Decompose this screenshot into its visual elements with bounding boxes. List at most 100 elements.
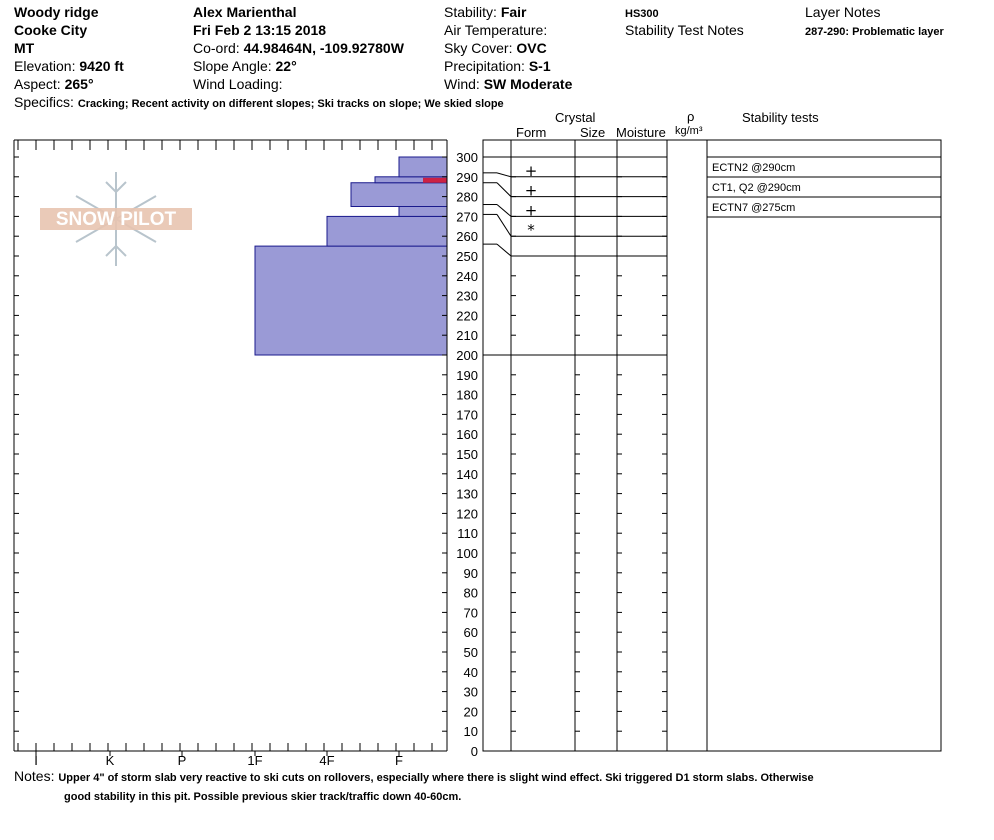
height-tick-label: 70: [464, 605, 478, 620]
sky-value: OVC: [516, 40, 547, 56]
pit-location: Woody ridge: [14, 4, 99, 20]
layer-notes-label: Layer Notes: [805, 4, 881, 20]
problematic-layer-marker: [423, 177, 447, 183]
hardness-layer-bar: [326, 215, 448, 247]
height-tick-label: 150: [456, 447, 478, 462]
height-tick-label: 10: [464, 724, 478, 739]
wind-value: SW Moderate: [483, 76, 573, 92]
layer-connector-diagonal: [496, 243, 512, 257]
crystal-header: Crystal: [555, 110, 596, 125]
specifics-label: Specifics:: [14, 94, 74, 110]
stability-tests-header: Stability tests: [742, 110, 819, 125]
elevation-label: Elevation:: [14, 58, 76, 74]
slope-value: 22°: [275, 58, 297, 74]
elevation-row: Elevation: 9420 ft: [14, 58, 124, 74]
height-tick-label: 100: [456, 546, 478, 561]
height-tick-label: 0: [471, 744, 478, 759]
stability-test-entry: ECTN7 @275cm: [712, 202, 795, 214]
stability-row: Stability: Fair: [444, 4, 527, 20]
notes-label: Notes:: [14, 768, 55, 784]
moisture-header: Moisture: [616, 125, 666, 140]
height-tick-label: 220: [456, 308, 478, 323]
specifics-value: Cracking; Recent activity on different s…: [77, 98, 504, 110]
density-unit-header: kg/m³: [675, 125, 703, 137]
height-tick-label: 280: [456, 190, 478, 205]
layer-table-frame: [482, 139, 942, 752]
layer-note: 287-290: Problematic layer: [805, 26, 944, 38]
aspect-row: Aspect: 265°: [14, 76, 94, 92]
specifics-row: Specifics: Cracking; Recent activity on …: [14, 94, 504, 112]
height-tick-label: 230: [456, 289, 478, 304]
hardness-tick-label: 4F: [319, 753, 334, 768]
precip-row: Precipitation: S-1: [444, 58, 551, 74]
notes-line-2: good stability in this pit. Possible pre…: [64, 791, 462, 803]
precip-label: Precipitation:: [444, 58, 525, 74]
aspect-label: Aspect:: [14, 76, 61, 92]
height-tick-label: 140: [456, 467, 478, 482]
height-tick-label: 160: [456, 427, 478, 442]
hardness-layer-bar: [254, 245, 448, 356]
layer-connector-diagonal: [496, 172, 512, 178]
height-tick-label: 120: [456, 506, 478, 521]
stability-label: Stability:: [444, 4, 497, 20]
coord-label: Co-ord:: [193, 40, 240, 56]
snowpilot-logo: SNOW PILOT: [40, 172, 192, 266]
height-tick-label: 130: [456, 487, 478, 502]
observation-datetime: Fri Feb 2 13:15 2018: [193, 22, 327, 38]
observer-name: Alex Marienthal: [193, 4, 297, 20]
slope-label: Slope Angle:: [193, 58, 272, 74]
hardness-tick-label: 1F: [247, 753, 262, 768]
height-tick-label: 180: [456, 388, 478, 403]
air-temperature-label: Air Temperature:: [444, 22, 548, 38]
logo-band: [40, 208, 192, 230]
hardness-tick-label: F: [395, 753, 403, 768]
height-tick-label: 60: [464, 625, 478, 640]
coord-value: 44.98464N, -109.92780W: [243, 40, 404, 56]
sky-label: Sky Cover:: [444, 40, 513, 56]
elevation-value: 9420 ft: [79, 58, 124, 74]
height-tick-label: 80: [464, 586, 478, 601]
wind-row: Wind: SW Moderate: [444, 76, 572, 92]
height-tick-label: 270: [456, 209, 478, 224]
pit-state: MT: [14, 40, 35, 56]
hardness-layer-bar: [398, 206, 448, 217]
grain-form-symbol: +: [525, 201, 538, 219]
height-tick-label: 250: [456, 249, 478, 264]
height-tick-label: 30: [464, 685, 478, 700]
height-tick-label: 170: [456, 407, 478, 422]
wind-label: Wind:: [444, 76, 480, 92]
height-tick-label: 110: [457, 526, 478, 541]
grain-form-symbol: +: [525, 162, 538, 180]
stability-test-entry: ECTN2 @290cm: [712, 162, 795, 174]
height-tick-label: 200: [456, 348, 478, 363]
hardness-tick-label: I: [34, 753, 38, 768]
height-tick-label: 50: [464, 645, 478, 660]
height-tick-label: 290: [456, 170, 478, 185]
height-tick-label: 40: [464, 665, 478, 680]
form-header: Form: [516, 125, 547, 140]
stability-test-entry: CT1, Q2 @290cm: [712, 182, 801, 194]
height-tick-label: 190: [456, 368, 478, 383]
hardness-tick-label: P: [178, 753, 187, 768]
hardness-layer-bar: [398, 156, 448, 178]
grain-form-symbol: *: [527, 221, 535, 239]
height-tick-label: 240: [456, 269, 478, 284]
hardness-layer-bar: [350, 182, 448, 208]
hs-value: HS300: [625, 8, 659, 20]
layer-connector-diagonal: [496, 182, 512, 197]
aspect-value: 265°: [64, 76, 94, 92]
notes-line-1: Upper 4" of storm slab very reactive to …: [58, 772, 814, 784]
grain-form-symbol: +: [525, 182, 538, 200]
layer-connector-diagonal: [496, 204, 512, 217]
rho-symbol: ρ: [687, 109, 695, 124]
notes-section: Notes: Upper 4" of storm slab very react…: [14, 767, 979, 807]
height-tick-label: 20: [464, 704, 478, 719]
sky-row: Sky Cover: OVC: [444, 40, 547, 56]
precip-value: S-1: [528, 58, 551, 74]
height-tick-label: 210: [456, 328, 478, 343]
slope-row: Slope Angle: 22°: [193, 58, 297, 74]
height-tick-label: 90: [464, 566, 478, 581]
logo-text: SNOW PILOT: [56, 209, 177, 230]
height-tick-label: 260: [456, 229, 478, 244]
